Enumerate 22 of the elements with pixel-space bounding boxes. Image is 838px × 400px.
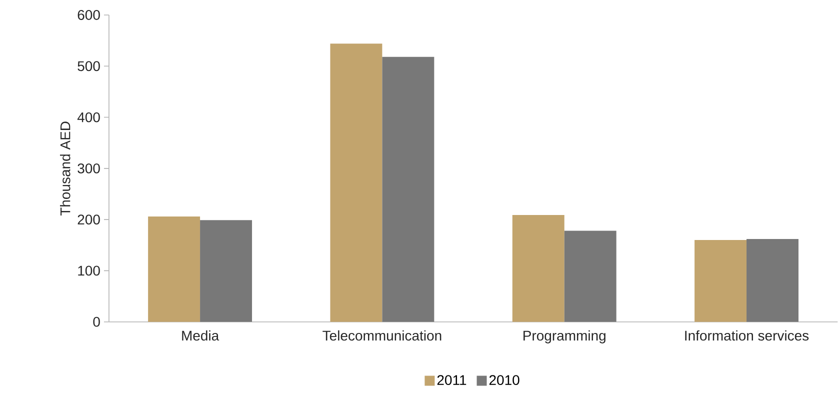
y-tick-label: 600 [78, 10, 100, 20]
y-axis-title: Thousand AED [60, 122, 70, 216]
x-tick-label: Telecommunication [322, 330, 442, 341]
y-tick-label: 500 [78, 61, 100, 72]
legend-label: 2011 [437, 375, 466, 386]
bar [694, 240, 747, 322]
bar [382, 57, 434, 322]
bar [200, 220, 252, 322]
bar [512, 215, 564, 322]
y-tick-label: 100 [78, 266, 100, 276]
bar [564, 230, 616, 322]
bar [746, 239, 798, 322]
y-tick-label: 0 [93, 316, 100, 327]
x-tick-label: Media [182, 330, 220, 341]
bar [330, 44, 382, 322]
y-tick-label: 300 [78, 164, 100, 174]
bar [148, 216, 200, 322]
x-tick-label: Information services [685, 330, 809, 341]
y-tick-label: 400 [77, 112, 100, 122]
legend-label: 2010 [489, 375, 520, 386]
y-tick-label: 200 [78, 214, 100, 225]
x-tick-label: Programming [524, 330, 606, 344]
